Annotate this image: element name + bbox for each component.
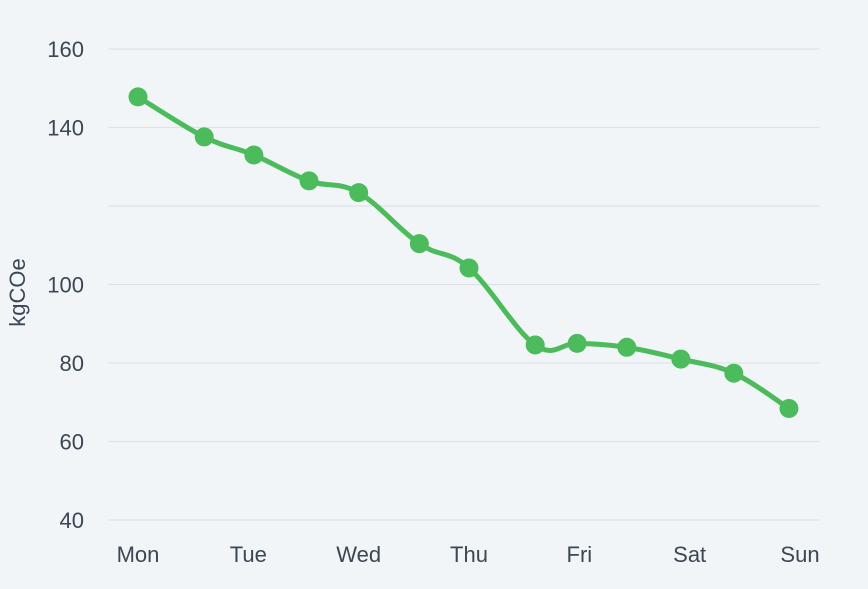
y-axis-label: kgCOe [5,258,30,326]
data-point[interactable] [459,258,479,278]
data-point[interactable] [244,145,264,165]
x-tick-label: Wed [336,542,381,567]
x-tick-label: Sun [780,542,819,567]
x-tick-label: Thu [450,542,488,567]
series-line [135,94,792,412]
data-point[interactable] [128,87,148,107]
x-tick-label: Sat [673,542,706,567]
y-tick-label: 60 [60,430,84,455]
data-point[interactable] [617,337,637,357]
data-point[interactable] [194,127,214,147]
data-point[interactable] [724,363,744,383]
x-tick-label: Fri [567,542,593,567]
data-point[interactable] [299,171,319,191]
y-tick-label: 80 [60,351,84,376]
y-tick-label: 40 [60,508,84,533]
data-point[interactable] [567,333,587,353]
data-point[interactable] [525,335,545,355]
data-point[interactable] [779,399,799,419]
x-axis-ticks: Mon Tue Wed Thu Fri Sat Sun [117,542,820,567]
data-point[interactable] [349,183,369,203]
data-point[interactable] [409,234,429,254]
y-tick-label: 160 [47,37,84,62]
gridlines [108,48,820,521]
series-layer [128,87,799,419]
data-point[interactable] [671,349,691,369]
y-tick-label: 100 [47,273,84,298]
y-axis-ticks: 40 60 80 100 140 160 [47,37,84,533]
x-tick-label: Mon [117,542,160,567]
x-tick-label: Tue [230,542,267,567]
y-tick-label: 140 [47,116,84,141]
